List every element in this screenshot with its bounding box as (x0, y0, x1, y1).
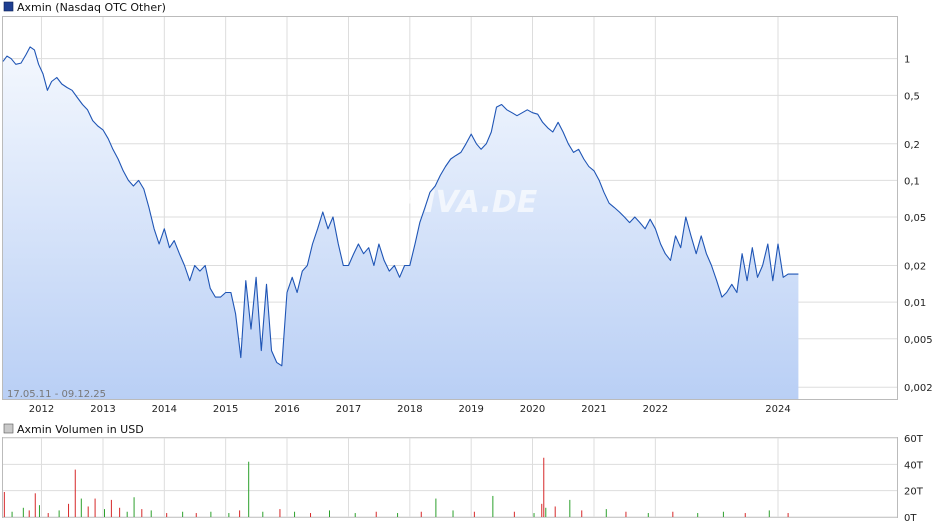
volume-legend-label: Axmin Volumen in USD (17, 423, 144, 436)
price-x-tick-label: 2017 (336, 404, 361, 415)
price-x-tick-label: 2020 (520, 404, 545, 415)
price-x-tick-label: 2015 (213, 404, 238, 415)
price-legend-label: Axmin (Nasdaq OTC Other) (17, 1, 166, 14)
price-x-tick-label: 2012 (29, 404, 54, 415)
price-area-fill (3, 46, 799, 400)
price-y-axis: 1 0,5 0,2 0,1 0,05 0,02 0,01 0,005 0,002 (904, 55, 933, 395)
price-x-tick-label: 2013 (90, 404, 115, 415)
price-legend-swatch (3, 1, 14, 12)
volume-y-tick-label: 60T (904, 434, 924, 445)
price-x-tick-label: 2018 (397, 404, 422, 415)
volume-y-tick-label: 40T (904, 460, 924, 471)
price-y-tick-label: 0,01 (904, 298, 926, 309)
volume-y-axis: 60T 40T 20T 0T (904, 434, 924, 524)
volume-bars (3, 457, 789, 517)
price-x-axis: 2012 2013 2014 2015 2016 2017 2018 2019 2020 2021… (29, 404, 791, 415)
price-y-tick-label: 0,1 (904, 176, 920, 187)
price-y-tick-label: 0,005 (904, 335, 933, 346)
price-x-tick-label: 2021 (581, 404, 606, 415)
price-y-tick-label: 0,2 (904, 140, 920, 151)
price-y-tick-label: 0,02 (904, 261, 926, 272)
price-x-tick-label: 2014 (152, 404, 177, 415)
price-y-tick-label: 0,002 (904, 383, 933, 394)
price-x-tick-label: 2016 (274, 404, 299, 415)
volume-legend-swatch (3, 423, 14, 434)
volume-grid (3, 437, 897, 518)
date-range-label: 17.05.11 - 09.12.25 (7, 389, 106, 400)
price-x-tick-label: 2022 (643, 404, 668, 415)
price-x-tick-label: 2019 (458, 404, 483, 415)
volume-y-tick-label: 0T (904, 513, 917, 524)
price-y-tick-label: 0,05 (904, 213, 926, 224)
volume-y-tick-label: 20T (904, 487, 924, 498)
price-y-tick-label: 0,5 (904, 91, 920, 102)
watermark-logo: ARIVA.DE (376, 185, 538, 220)
price-line (2, 46, 799, 367)
price-y-tick-label: 1 (904, 55, 910, 66)
volume-panel-frame (2, 437, 898, 518)
price-x-tick-label: 2024 (765, 404, 790, 415)
